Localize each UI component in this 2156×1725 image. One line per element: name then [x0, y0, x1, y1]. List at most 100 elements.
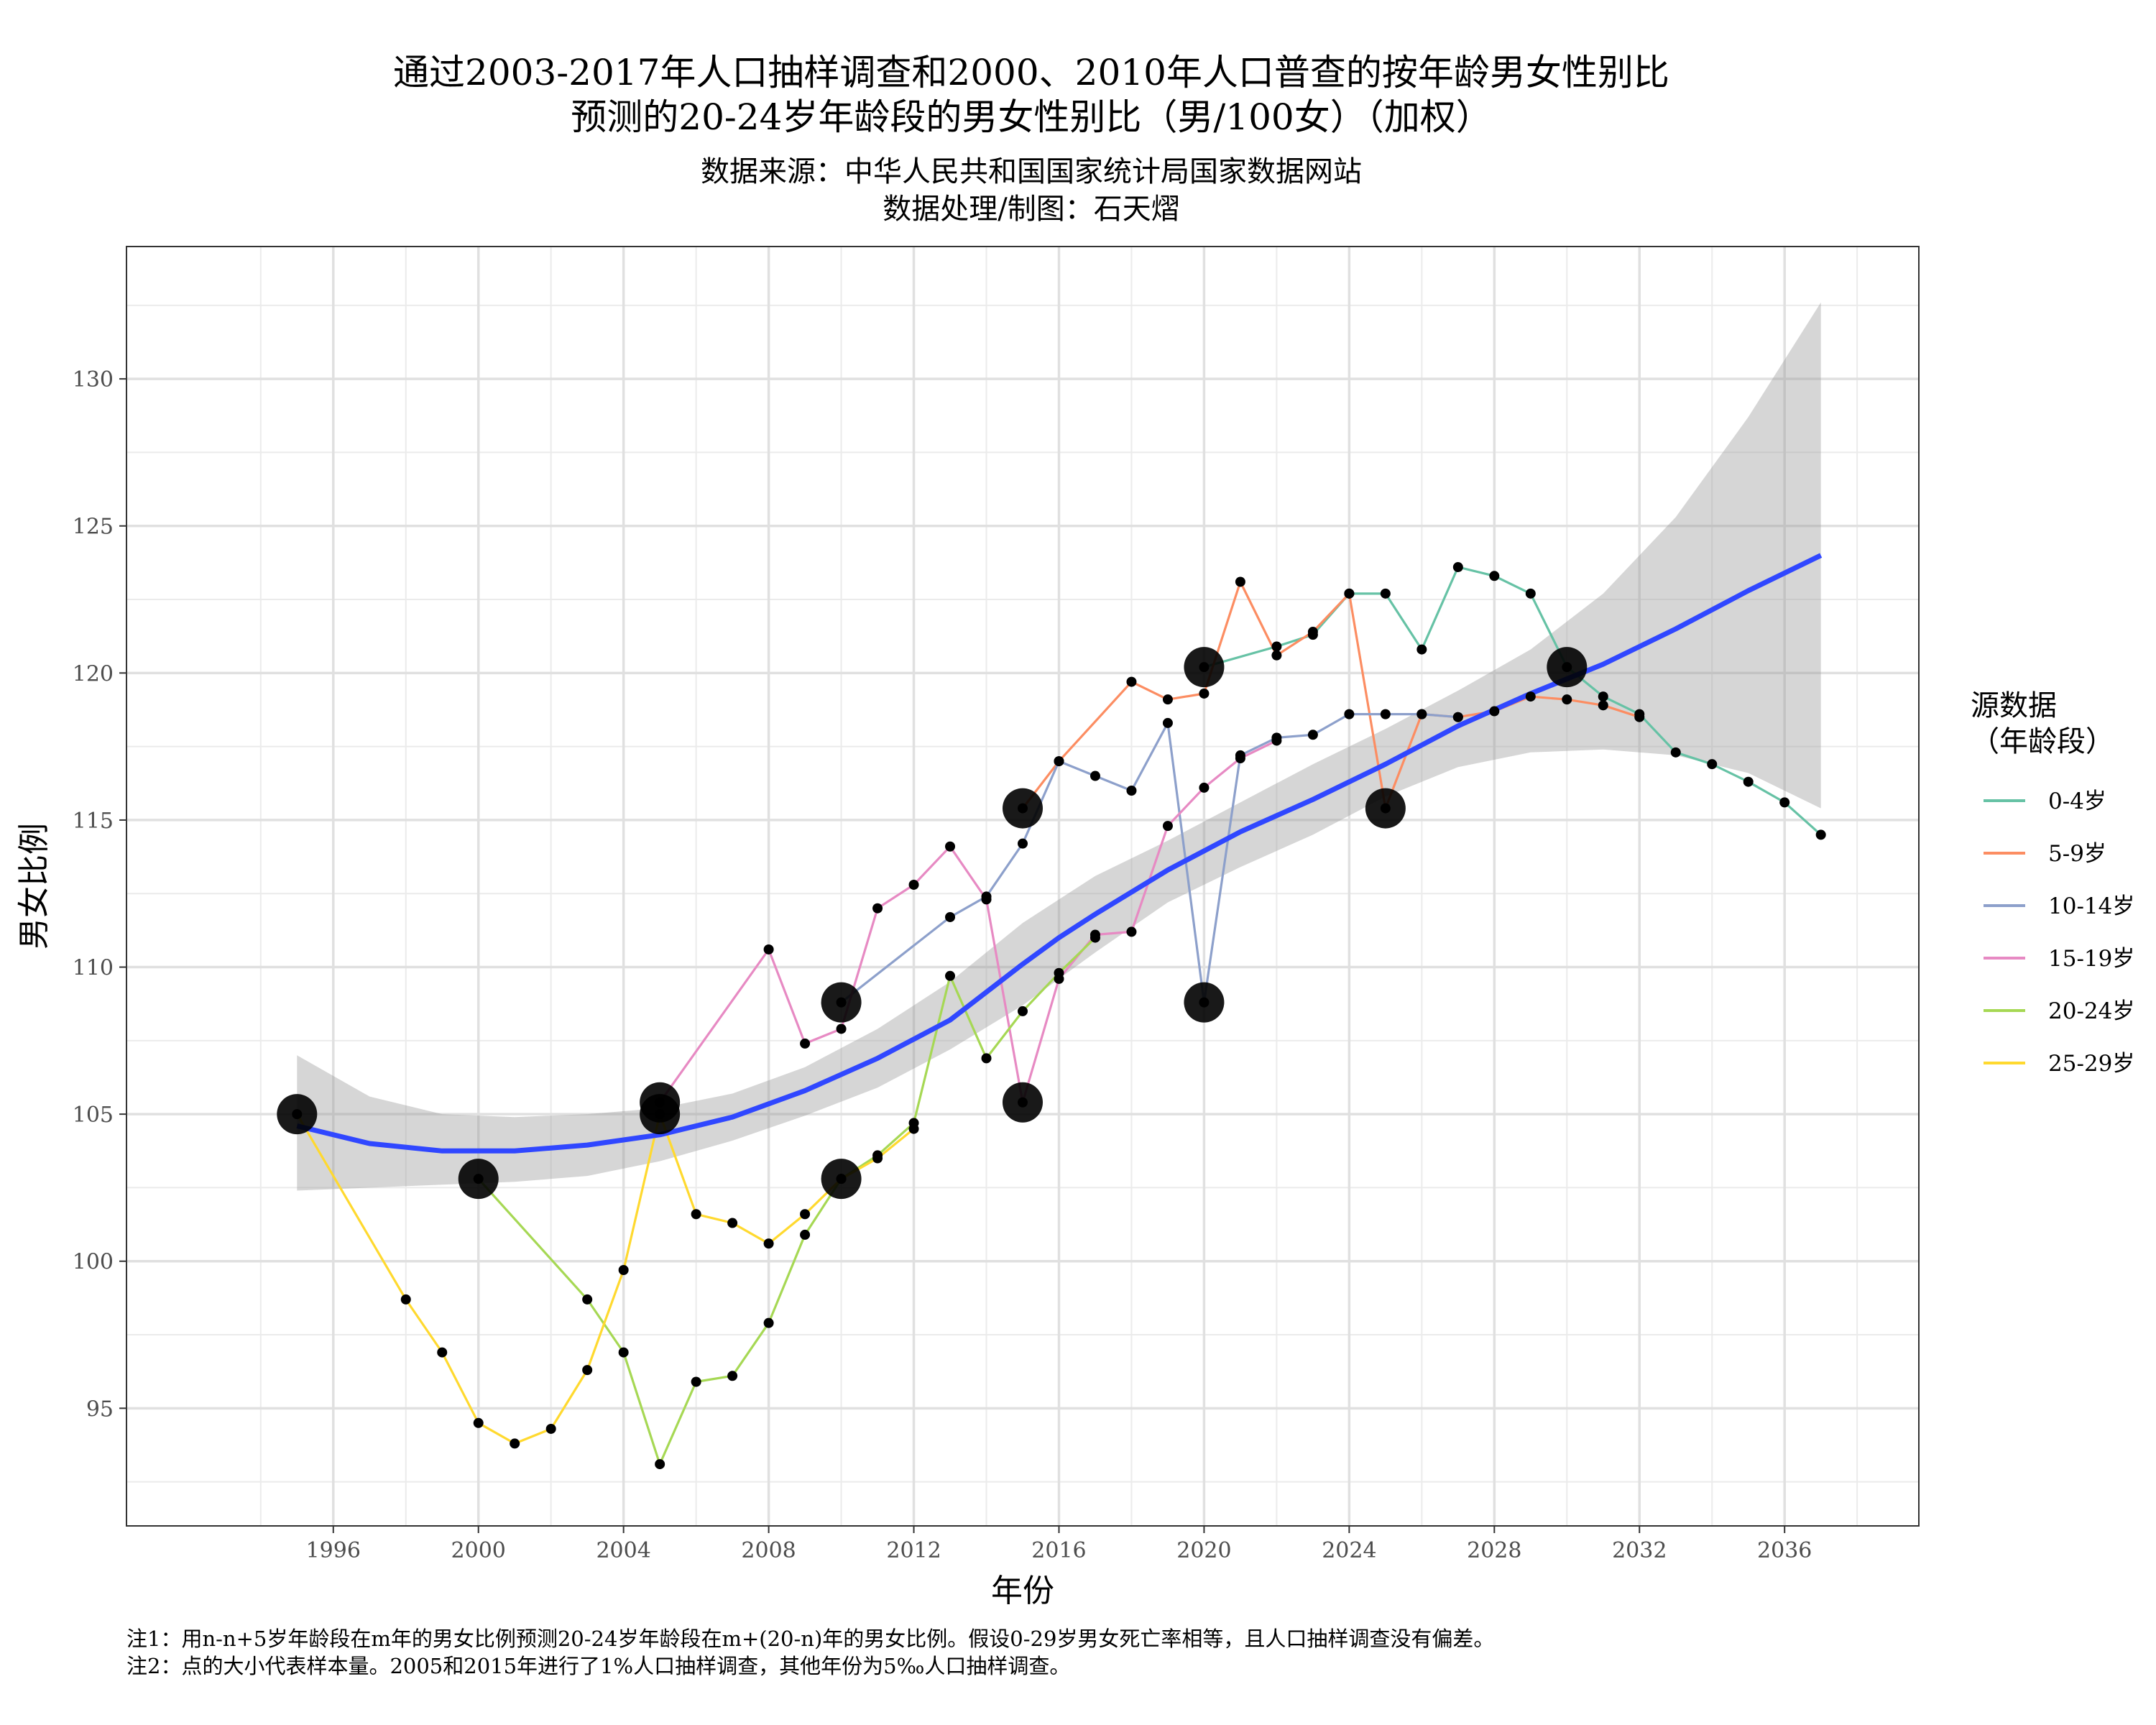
legend-title-line-1: 源数据: [1971, 689, 2057, 722]
data-point: [1089, 932, 1100, 943]
data-point: [1344, 588, 1355, 599]
large-sample-point: [821, 1159, 862, 1200]
data-point: [618, 1265, 629, 1275]
chart-subtitle-line-2: 数据处理/制图：石天熠: [883, 193, 1179, 226]
data-point: [545, 1423, 556, 1434]
x-tick-label: 1996: [306, 1538, 361, 1563]
data-point: [582, 1294, 593, 1305]
x-tick-label: 2000: [451, 1538, 506, 1563]
data-point: [1199, 782, 1210, 793]
data-point: [1089, 770, 1100, 781]
data-point: [727, 1371, 738, 1381]
data-point: [1162, 694, 1173, 705]
data-point: [1162, 717, 1173, 728]
data-point: [1634, 712, 1645, 722]
chart-subtitle-line-1: 数据来源：中华人民共和国国家统计局国家数据网站: [701, 155, 1362, 188]
y-tick-label: 105: [73, 1103, 114, 1128]
data-point: [1779, 797, 1790, 808]
data-point: [1344, 709, 1355, 719]
data-point: [1562, 694, 1572, 705]
data-point: [1162, 821, 1173, 832]
data-point: [763, 944, 774, 954]
data-point: [872, 903, 883, 914]
data-point: [1452, 562, 1463, 573]
caption-note-2: 注2：点的大小代表样本量。2005和2015年进行了1%人口抽样调查，其他年份为…: [126, 1654, 1070, 1678]
legend-label: 0-4岁: [2048, 788, 2106, 814]
data-point: [981, 1053, 992, 1064]
data-point: [800, 1038, 811, 1049]
data-point: [727, 1218, 738, 1228]
y-tick-label: 100: [73, 1250, 114, 1275]
legend-label: 5-9岁: [2048, 841, 2106, 867]
data-point: [1670, 747, 1681, 758]
data-point: [800, 1229, 811, 1240]
data-point: [1235, 576, 1245, 587]
data-point: [1271, 641, 1282, 652]
data-point: [1307, 627, 1318, 638]
series-line: [295, 1113, 915, 1445]
y-axis-title: 男女比例: [16, 823, 52, 949]
x-tick-label: 2016: [1031, 1538, 1086, 1563]
data-point: [1598, 691, 1608, 702]
large-sample-point: [1003, 1082, 1043, 1123]
data-point: [1054, 756, 1064, 767]
x-tick-label: 2036: [1757, 1538, 1812, 1563]
data-point: [1199, 688, 1210, 699]
data-point: [836, 1024, 847, 1034]
legend-title-line-2: （年龄段）: [1971, 725, 2114, 758]
data-point: [945, 970, 956, 981]
data-point: [1271, 650, 1282, 661]
large-sample-point: [1365, 788, 1406, 829]
y-tick-label: 120: [73, 661, 114, 686]
data-point: [1743, 776, 1754, 787]
x-tick-label: 2008: [741, 1538, 796, 1563]
chart-title-line-2: 预测的20-24岁年龄段的男女性别比（男/100女）（加权）: [571, 96, 1491, 138]
data-point: [872, 1153, 883, 1164]
legend-items: 0-4岁 5-9岁 10-14岁 15-19岁 20-24岁 25-29岁: [1984, 788, 2134, 1077]
y-axis: 95 100 105 110 115 120 125 130: [73, 367, 126, 1422]
data-point: [582, 1365, 593, 1376]
data-point: [1489, 706, 1500, 717]
legend-label: 15-19岁: [2048, 946, 2134, 972]
data-point: [1380, 588, 1391, 599]
data-point: [1380, 709, 1391, 719]
data-point: [1707, 759, 1718, 770]
grid-minor: [126, 247, 1919, 1526]
caption-note-1: 注1：用n-n+5岁年龄段在m年的男女比例预测20-24岁年龄段在m+(20-n…: [126, 1627, 1494, 1651]
legend: 源数据 （年龄段） 0-4岁 5-9岁 10-14岁 15-19岁 20-24岁 25-2…: [1971, 689, 2134, 1077]
y-tick-label: 95: [86, 1397, 114, 1422]
data-point: [1018, 838, 1028, 849]
data-point: [691, 1209, 701, 1220]
data-point: [1452, 712, 1463, 722]
data-point: [945, 911, 956, 922]
legend-label: 10-14岁: [2048, 893, 2134, 919]
x-tick-label: 2004: [596, 1538, 650, 1563]
large-sample-point: [640, 1094, 681, 1135]
y-tick-label: 110: [73, 956, 114, 981]
data-points: [277, 562, 1826, 1470]
caption: 注1：用n-n+5岁年龄段在m年的男女比例预测20-24岁年龄段在m+(20-n…: [126, 1627, 1494, 1678]
data-point: [945, 841, 956, 852]
data-point: [473, 1417, 484, 1428]
data-point: [400, 1294, 411, 1305]
x-tick-label: 2012: [886, 1538, 941, 1563]
data-point: [1054, 967, 1064, 978]
plot-panel: [126, 247, 1919, 1526]
chart-titles: 通过2003-2017年人口抽样调查和2000、2010年人口普查的按年龄男女性…: [393, 52, 1669, 226]
data-point: [1018, 1006, 1028, 1016]
data-point: [1126, 926, 1137, 937]
data-point: [1126, 676, 1137, 687]
data-point: [510, 1438, 520, 1449]
data-point: [1489, 571, 1500, 581]
data-point: [655, 1459, 665, 1470]
large-sample-point: [277, 1094, 318, 1135]
data-point: [618, 1347, 629, 1358]
data-point: [908, 1123, 919, 1134]
data-point: [691, 1376, 701, 1387]
data-point: [1815, 829, 1826, 840]
data-point: [1235, 753, 1245, 763]
large-sample-point: [1003, 788, 1043, 829]
data-point: [763, 1238, 774, 1249]
data-point: [1525, 691, 1536, 702]
